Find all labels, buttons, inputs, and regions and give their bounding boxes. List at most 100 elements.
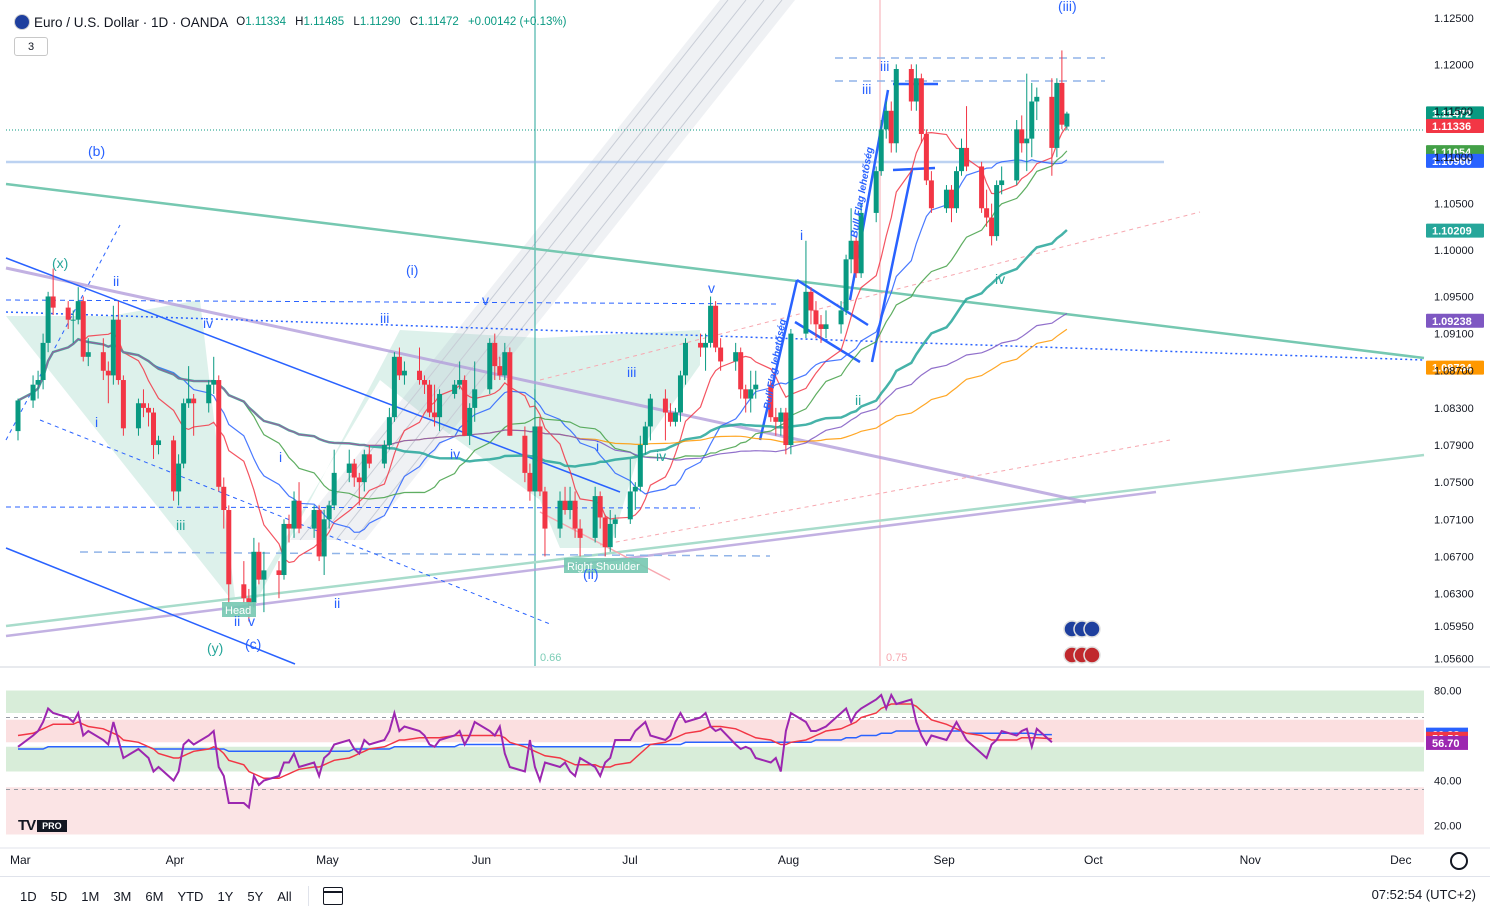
- calendar-icon[interactable]: [322, 887, 343, 905]
- candle-body: [492, 342, 498, 367]
- x-axis-month-label: Dec: [1390, 853, 1411, 867]
- blue-dotted-level: [5, 311, 1425, 361]
- candle-body: [246, 598, 252, 603]
- candle-body: [642, 426, 648, 446]
- candle-body: [788, 333, 794, 446]
- y-axis-tick-label: 1.05600: [1434, 654, 1474, 666]
- channel-line: [299, 0, 729, 541]
- candle-body: [718, 347, 724, 362]
- blue-dashed-level: [5, 299, 781, 305]
- candle-body: [346, 463, 352, 473]
- channel-line: [335, 0, 765, 541]
- candle-body: [70, 319, 76, 321]
- y-axis-tick-label: 1.12000: [1434, 59, 1474, 71]
- candle-body: [768, 384, 774, 418]
- range-1m-button[interactable]: 1M: [81, 888, 100, 904]
- candle-body: [65, 307, 71, 320]
- candle-body: [276, 570, 282, 576]
- wave-label: (x): [52, 255, 68, 271]
- candle-body: [110, 319, 116, 376]
- candle-body: [542, 491, 548, 529]
- candle-body: [964, 147, 970, 167]
- candle-body: [773, 417, 779, 422]
- fib-label-left: 0.66: [540, 652, 561, 664]
- price-label-value: 1.09238: [1432, 316, 1472, 328]
- eu-flag-icon: [14, 14, 30, 30]
- candle-body: [156, 440, 162, 446]
- bull-flag-line-1: [796, 278, 869, 327]
- y-axis-tick-label: 1.09500: [1434, 291, 1474, 303]
- candle-body: [567, 500, 573, 511]
- x-axis-month-label: Aug: [778, 853, 799, 867]
- candle-body: [1014, 129, 1020, 181]
- candle-body: [351, 463, 357, 478]
- indicators-count-badge[interactable]: 3: [14, 37, 48, 56]
- candle-body: [753, 384, 759, 390]
- range-5d-button[interactable]: 5D: [50, 888, 68, 904]
- wave-label: iv: [203, 315, 213, 331]
- range-ytd-button[interactable]: YTD: [177, 888, 204, 904]
- candle-body: [386, 417, 392, 446]
- chart-canvas[interactable]: 1.1147215:07:061.113361.110541.109601.10…: [0, 0, 1490, 876]
- candle-body: [356, 477, 362, 483]
- rsi-y-tick-label: 80.00: [1434, 686, 1462, 698]
- candle-body: [577, 528, 583, 538]
- wave-label: (i): [406, 262, 418, 278]
- candle-body: [597, 496, 603, 518]
- candle-body: [30, 384, 36, 401]
- candle-body: [497, 366, 503, 376]
- wave-label: ii: [113, 273, 119, 289]
- candle-body: [432, 412, 438, 418]
- wave-label: iii: [880, 58, 889, 74]
- pattern-shaded-area: [6, 300, 700, 598]
- candle-body: [808, 291, 814, 311]
- range-5y-button[interactable]: 5Y: [247, 888, 264, 904]
- candle-body: [502, 352, 508, 376]
- range-6m-button[interactable]: 6M: [145, 888, 164, 904]
- candle-body: [999, 180, 1005, 186]
- wave-label: (iii): [1058, 0, 1077, 14]
- rsi-y-tick-label: 20.00: [1434, 821, 1462, 833]
- rsi-overbought-band: [6, 690, 1424, 713]
- settings-gear-icon[interactable]: [1450, 852, 1468, 870]
- candle-body: [291, 500, 297, 529]
- range-3m-button[interactable]: 3M: [113, 888, 132, 904]
- candle-body: [145, 407, 151, 413]
- candle-body: [487, 342, 493, 390]
- x-axis-month-label: Jul: [622, 853, 637, 867]
- blue-trendline: [5, 257, 621, 493]
- wave-label: v: [708, 280, 715, 296]
- x-axis-month-label: Jun: [472, 853, 491, 867]
- candle-body: [733, 352, 739, 362]
- change-value: +0.00142 (+0.13%): [467, 16, 567, 28]
- price-label-value: 1.10960: [1432, 156, 1472, 168]
- wave-label: i: [279, 449, 282, 465]
- eu-events-icon: [1063, 620, 1101, 638]
- candle-body: [893, 68, 899, 144]
- wave-label: iii: [627, 364, 636, 380]
- candle-body: [1024, 138, 1030, 144]
- candle-body: [181, 403, 187, 464]
- candle-body: [391, 356, 397, 418]
- candle-body: [818, 324, 824, 329]
- rsi-ma-red-line: [17, 703, 1052, 780]
- candle-body: [557, 500, 563, 529]
- wave-label: (c): [245, 636, 261, 652]
- candle-body: [221, 486, 227, 511]
- range-1y-button[interactable]: 1Y: [217, 888, 234, 904]
- range-all-button[interactable]: All: [277, 888, 292, 904]
- symbol-title[interactable]: Euro / U.S. Dollar · 1D · OANDA: [34, 14, 229, 30]
- y-axis-tick-label: 1.07900: [1434, 440, 1474, 452]
- price-label-box: [1426, 223, 1484, 238]
- y-axis-tick-label: 1.05950: [1434, 621, 1474, 633]
- candle-body: [140, 403, 146, 408]
- candle-body: [743, 389, 749, 399]
- range-1d-button[interactable]: 1D: [20, 888, 37, 904]
- candle-body: [191, 398, 197, 404]
- candle-body: [171, 440, 177, 492]
- lavender-trendline-upper: [5, 266, 1087, 504]
- candle-body: [211, 380, 217, 385]
- candle-body: [783, 412, 789, 446]
- candle-body: [858, 212, 864, 274]
- y-axis-tick-label: 1.12500: [1434, 13, 1474, 25]
